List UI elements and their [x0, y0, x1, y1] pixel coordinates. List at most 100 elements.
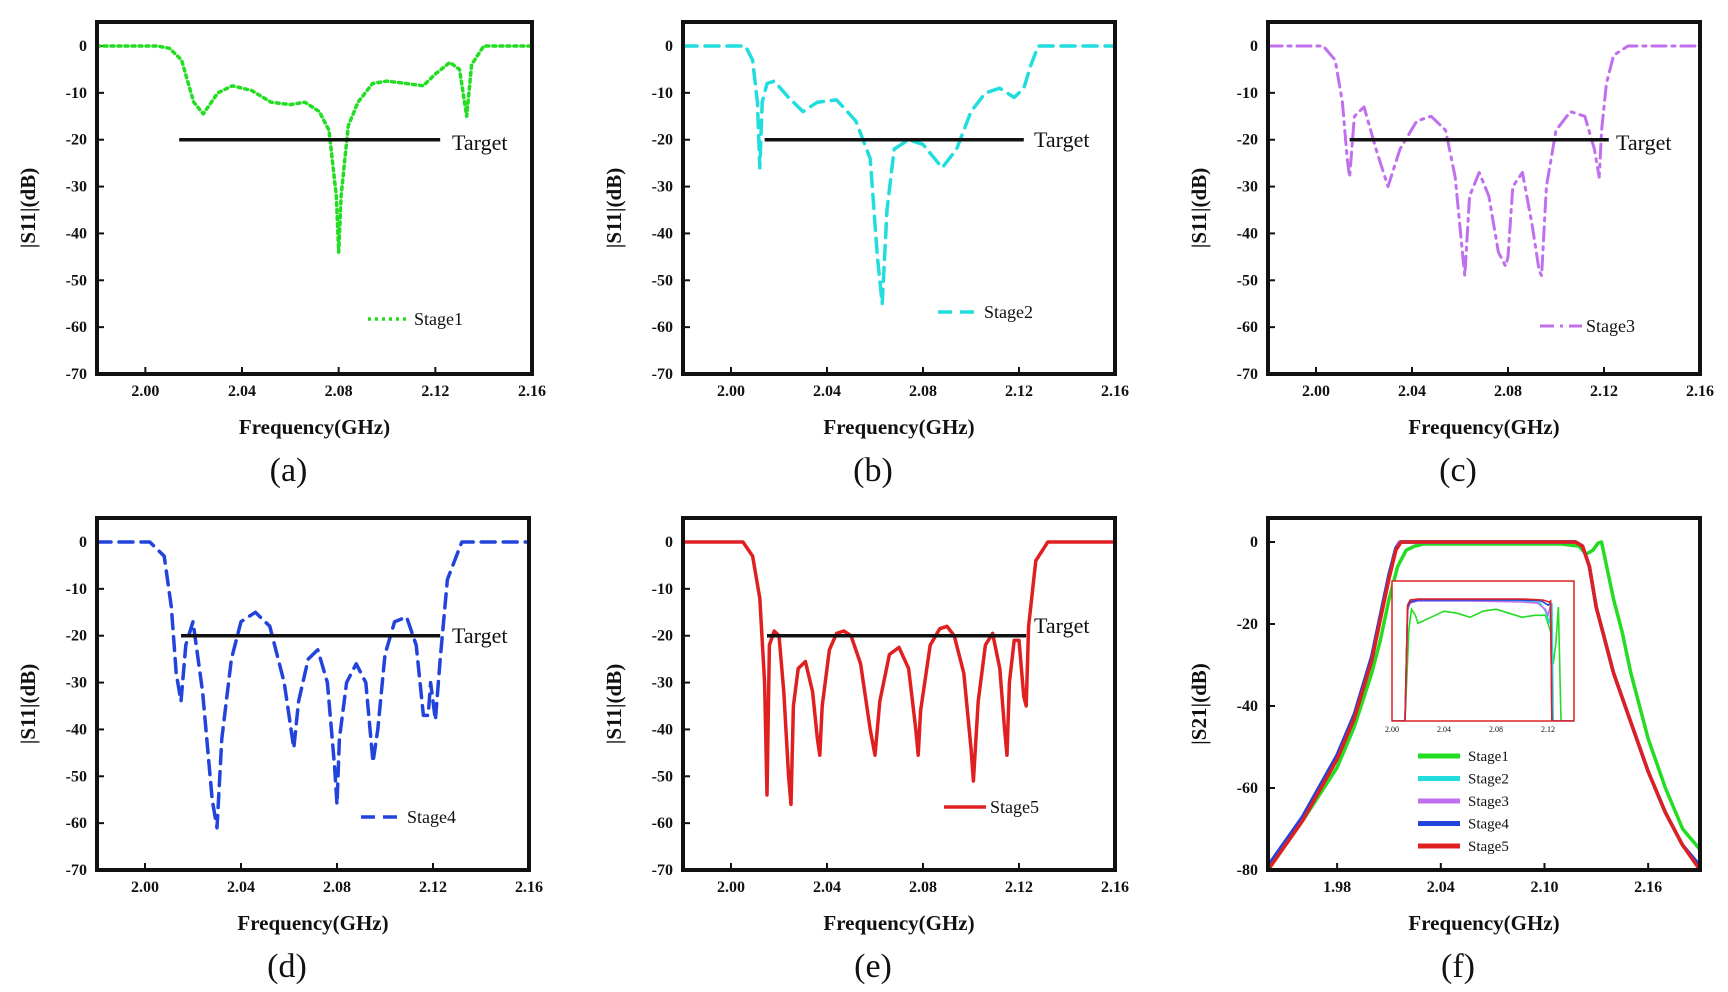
panel-label: (f) [1441, 948, 1475, 985]
x-tick-label: 2.00 [131, 879, 159, 896]
x-tick-label: 2.04 [813, 383, 841, 400]
x-tick-label: 2.16 [1634, 879, 1662, 896]
x-tick-label: 2.04 [227, 879, 255, 896]
y-tick-label: -30 [66, 179, 87, 196]
y-tick-label: -40 [1237, 225, 1258, 242]
x-tick-label: 2.00 [1302, 383, 1330, 400]
panel-b: 0 -10 -20 -30 -40 -50 -60 -70 2.00 2.04 2.08 2.12 2.… [602, 20, 1129, 489]
series-group [685, 44, 1113, 306]
y-tick-label: -30 [652, 675, 673, 692]
y-tick-label: 0 [1250, 534, 1258, 551]
legend-label: Stage3 [1586, 316, 1635, 336]
y-tick-label: -40 [1237, 698, 1258, 715]
x-axis-title: Frequency(GHz) [1408, 415, 1559, 439]
y-tick-label: -20 [652, 132, 673, 149]
target-label: Target [1034, 613, 1089, 638]
legend-label: Stage1 [414, 309, 463, 329]
x-axis-title: Frequency(GHz) [1408, 911, 1559, 935]
y-tick-label: -60 [66, 319, 87, 336]
y-tick-label: -30 [652, 179, 673, 196]
y-tick-label: -60 [1237, 780, 1258, 797]
x-tick-label: 2.08 [325, 383, 353, 400]
x-tick-label: 2.00 [131, 383, 159, 400]
series-group [1270, 540, 1698, 868]
inset-frame [1391, 580, 1575, 722]
x-axis-title: Frequency(GHz) [237, 911, 388, 935]
y-tick-label: -60 [66, 815, 87, 832]
x-tick-label: 2.04 [1398, 383, 1426, 400]
series-line-stage5 [1270, 540, 1698, 868]
x-tick-label: 2.12 [1005, 879, 1033, 896]
target-label: Target [452, 623, 507, 648]
y-axis-title: |S11|(dB) [602, 168, 626, 248]
inset-x-tick-label: 2.08 [1489, 725, 1503, 734]
series-group [1270, 44, 1698, 278]
inset-series-stage1 [1392, 606, 1574, 721]
x-axis-title: Frequency(GHz) [239, 415, 390, 439]
y-axis-title: |S11|(dB) [1187, 168, 1211, 248]
y-tick-label: -10 [1237, 85, 1258, 102]
target-label: Target [1034, 127, 1089, 152]
panel-e: 0 -10 -20 -30 -40 -50 -60 -70 2.00 2.04 2.08 2.12 2.… [602, 516, 1129, 985]
plot-frame [1266, 516, 1702, 872]
x-tick-label: 2.08 [909, 879, 937, 896]
x-tick-label: 2.16 [518, 383, 546, 400]
y-tick-label: -10 [652, 85, 673, 102]
x-tick-label: 2.12 [1005, 383, 1033, 400]
x-tick-label: 2.12 [1590, 383, 1618, 400]
series-line-stage1 [1270, 540, 1698, 868]
legend-label-stage2: Stage2 [1468, 772, 1509, 788]
y-tick-label: 0 [1250, 38, 1258, 55]
legend-label: Stage2 [984, 302, 1033, 322]
x-tick-label: 2.16 [1686, 383, 1714, 400]
y-tick-label: -20 [66, 132, 87, 149]
y-tick-label: -60 [1237, 319, 1258, 336]
y-tick-label: -50 [66, 768, 87, 785]
x-tick-label: 2.16 [515, 879, 543, 896]
legend-label-stage3: Stage3 [1468, 794, 1509, 810]
x-tick-label: 2.08 [323, 879, 351, 896]
series-line-stage2 [685, 44, 1113, 306]
y-tick-label: 0 [665, 38, 673, 55]
y-tick-label: -70 [652, 862, 673, 879]
y-tick-label: -30 [1237, 179, 1258, 196]
x-tick-label: 2.00 [717, 879, 745, 896]
inset-x-tick-label: 2.04 [1437, 725, 1451, 734]
x-axis-title: Frequency(GHz) [823, 911, 974, 935]
panel-d: 0 -10 -20 -30 -40 -50 -60 -70 2.00 2.04 2.08 2.12 2.… [16, 516, 543, 985]
panel-c: 0 -10 -20 -30 -40 -50 -60 -70 2.00 2.04 2.08 2.12 2.… [1187, 20, 1714, 489]
plot-frame [681, 516, 1117, 872]
y-tick-label: -40 [652, 721, 673, 738]
y-axis-title: |S11|(dB) [16, 664, 40, 744]
panel-label: (d) [267, 948, 307, 985]
panel-label: (c) [1439, 452, 1477, 489]
series-line-stage1 [99, 44, 530, 254]
y-tick-label: -70 [652, 366, 673, 383]
series-line-stage4 [99, 540, 527, 830]
y-tick-label: -50 [1237, 272, 1258, 289]
inset-x-tick-label: 2.00 [1385, 725, 1399, 734]
y-tick-label: -50 [652, 272, 673, 289]
panel-label: (b) [853, 452, 893, 489]
y-tick-label: -60 [652, 815, 673, 832]
x-tick-label: 2.08 [909, 383, 937, 400]
y-tick-label: -70 [66, 862, 87, 879]
plot-frame [681, 20, 1117, 376]
x-tick-label: 2.12 [419, 879, 447, 896]
x-tick-label: 2.04 [813, 879, 841, 896]
target-label: Target [1616, 130, 1671, 155]
x-tick-label: 2.10 [1530, 879, 1558, 896]
series-group [685, 540, 1113, 807]
y-tick-label: -40 [66, 721, 87, 738]
y-tick-label: 0 [665, 534, 673, 551]
x-tick-label: 1.98 [1323, 879, 1351, 896]
x-tick-label: 2.04 [1427, 879, 1455, 896]
y-tick-label: -10 [66, 581, 87, 598]
y-tick-label: -20 [1237, 616, 1258, 633]
series-group [99, 540, 527, 830]
legend-label: Stage5 [990, 797, 1039, 817]
y-tick-label: -20 [66, 628, 87, 645]
plot-frame [95, 516, 531, 872]
y-tick-label: -20 [1237, 132, 1258, 149]
series-line-stage5 [685, 540, 1113, 807]
